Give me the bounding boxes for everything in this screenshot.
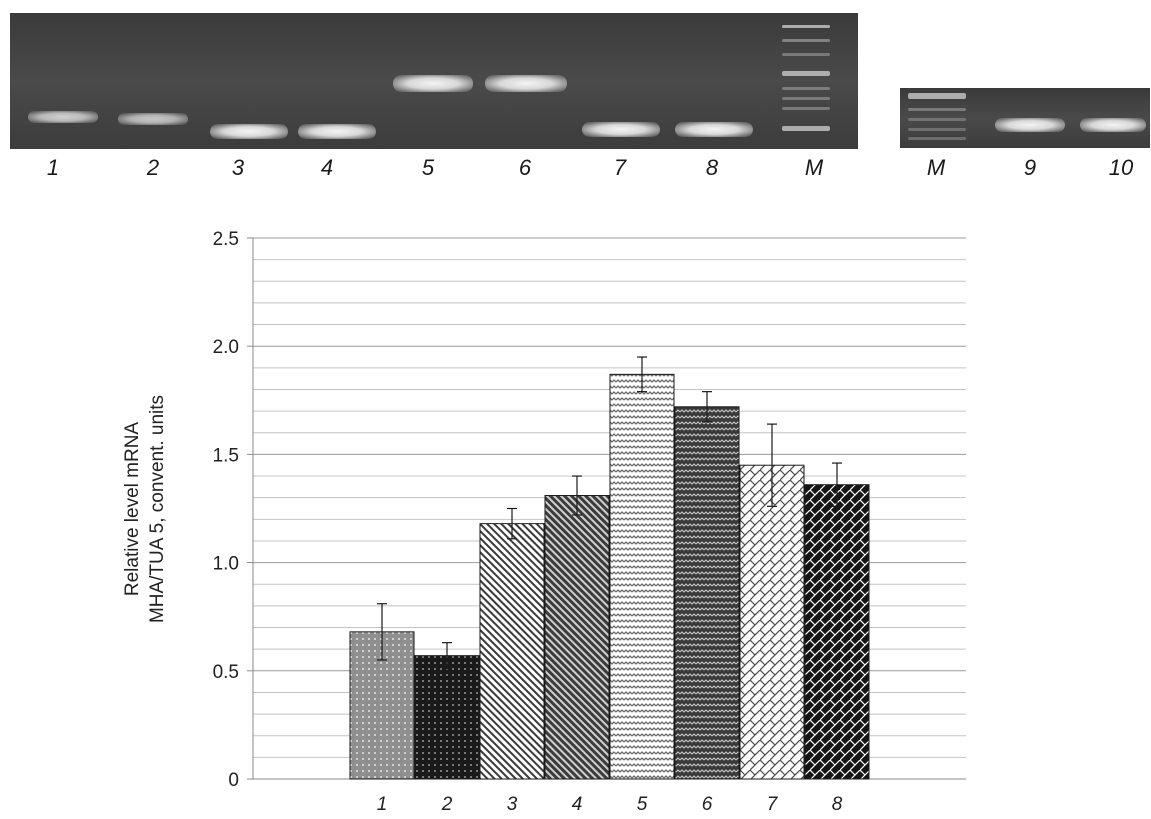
ladder-band bbox=[782, 25, 830, 28]
gel-band bbox=[675, 122, 753, 137]
bar-8 bbox=[804, 484, 870, 780]
gel-image-main bbox=[10, 13, 858, 149]
ladder-band bbox=[908, 137, 966, 140]
ladder-band bbox=[908, 128, 966, 131]
y-axis-label-line-2: MHA/TUA 5, convent. units bbox=[147, 395, 168, 623]
bar-4 bbox=[544, 495, 610, 780]
bars bbox=[349, 373, 870, 780]
gel-band bbox=[995, 118, 1065, 132]
gel-image-side bbox=[900, 88, 1150, 148]
ladder-band bbox=[782, 107, 830, 110]
gel-band bbox=[485, 75, 567, 92]
bar-7 bbox=[739, 464, 805, 780]
ladder-band bbox=[782, 126, 830, 131]
gel-lane-label: 8 bbox=[705, 155, 719, 180]
gel-band bbox=[582, 122, 660, 137]
ladder-band bbox=[908, 108, 966, 111]
gel-lane-label: 5 bbox=[421, 155, 435, 180]
x-tick-label: 2 bbox=[441, 794, 453, 815]
y-tick-label: 0.5 bbox=[213, 662, 239, 683]
x-tick-label: 8 bbox=[832, 794, 843, 815]
y-tick-label: 2.5 bbox=[213, 229, 239, 250]
gel-lane-label: 7 bbox=[613, 155, 627, 180]
y-tick-label: 1.0 bbox=[213, 554, 239, 575]
x-tick-labels: 1 2 3 4 5 6 7 8 bbox=[377, 794, 843, 815]
ladder-band bbox=[782, 71, 830, 76]
ladder-band bbox=[782, 87, 830, 90]
ladder-band bbox=[782, 39, 830, 42]
gel-lane-label: M bbox=[926, 155, 946, 180]
gel-lane-label: 4 bbox=[320, 155, 334, 180]
gel-band bbox=[28, 111, 98, 123]
bar-6 bbox=[674, 406, 740, 780]
x-tick-label: 4 bbox=[572, 794, 583, 815]
gel-band bbox=[210, 124, 288, 139]
x-tick-label: 3 bbox=[507, 794, 518, 815]
gel-lane-label: 9 bbox=[1023, 155, 1037, 180]
gel-lane-label: 2 bbox=[146, 155, 160, 180]
ladder-band bbox=[908, 118, 966, 121]
gel-band bbox=[118, 113, 188, 125]
gel-lane-label: 6 bbox=[518, 155, 532, 180]
ladder-band bbox=[782, 53, 830, 56]
bar-3 bbox=[479, 523, 545, 780]
ladder-band bbox=[908, 93, 966, 99]
gel-band bbox=[393, 75, 473, 92]
error-bars bbox=[377, 356, 842, 670]
y-tick-label: 2.0 bbox=[213, 337, 239, 358]
gel-lane-label: M bbox=[804, 155, 824, 180]
gel-lane-label: 1 bbox=[46, 155, 60, 180]
gel-band bbox=[298, 124, 376, 139]
y-tick-labels: 0 0.5 1.0 1.5 2.0 2.5 bbox=[213, 229, 253, 791]
gel-lane-label: 3 bbox=[231, 155, 245, 180]
x-tick-label: 1 bbox=[377, 794, 388, 815]
gel-band bbox=[1080, 118, 1146, 132]
bar-2 bbox=[414, 655, 480, 780]
x-tick-label: 5 bbox=[637, 794, 648, 815]
y-tick-label: 0 bbox=[228, 770, 239, 791]
x-tick-label: 7 bbox=[767, 794, 779, 815]
x-tick-label: 6 bbox=[702, 794, 713, 815]
gel-lane-label: 10 bbox=[1108, 155, 1134, 180]
bar-5 bbox=[609, 373, 675, 780]
y-axis-label-line-1: Relative level mRNA bbox=[122, 422, 143, 597]
y-tick-label: 1.5 bbox=[213, 445, 239, 466]
ladder-band bbox=[782, 97, 830, 100]
